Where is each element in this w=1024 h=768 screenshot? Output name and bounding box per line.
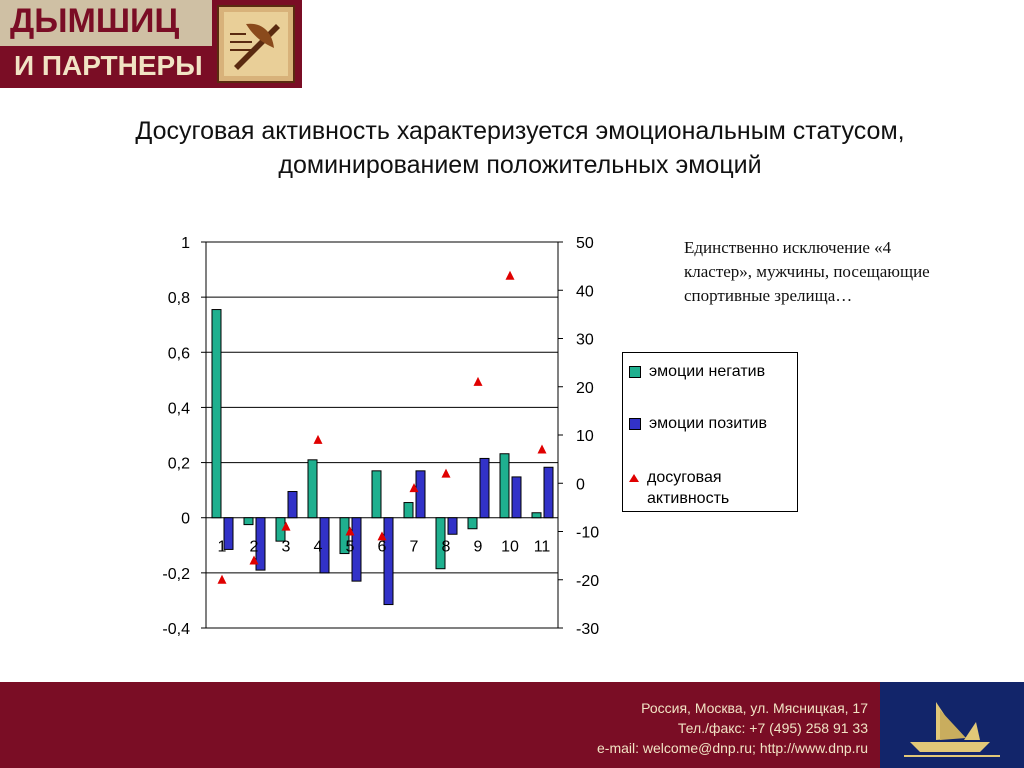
bar [499, 453, 510, 519]
legend-label: эмоции позитив [649, 415, 767, 432]
chart-legend: эмоции негатив эмоции позитив досуговая … [622, 352, 798, 512]
y-left-tick-label: 0,8 [168, 290, 190, 307]
y-left-tick-label: 0,2 [168, 456, 190, 473]
company-logo: ДЫМШИЦ И ПАРТНЕРЫ [0, 0, 302, 88]
activity-point [377, 531, 387, 541]
legend-item-positive: эмоции позитив [629, 413, 799, 434]
activity-point [249, 555, 259, 565]
y-right-tick-label: -10 [576, 525, 599, 542]
bar [351, 517, 362, 582]
ship-emblem-icon [880, 682, 1024, 768]
bar [243, 517, 254, 526]
legend-swatch-positive [629, 418, 641, 430]
activity-point [409, 483, 419, 493]
activity-point [473, 376, 483, 386]
bar [403, 502, 414, 519]
bar [467, 517, 478, 530]
note-text: Единственно исключение «4 кластер», мужч… [684, 238, 930, 305]
legend-label: досуговая активность [647, 469, 730, 507]
bar [287, 491, 298, 519]
y-left-tick-label: 0 [181, 511, 190, 528]
y-right-tick-label: 40 [576, 283, 594, 300]
bar [211, 309, 222, 519]
activity-point [281, 521, 291, 531]
footer-address: Россия, Москва, ул. Мясницкая, 17 [641, 700, 868, 716]
bar [415, 470, 426, 519]
y-right-tick-label: 0 [576, 476, 585, 493]
bar [531, 512, 542, 519]
activity-point [441, 468, 451, 478]
slide-title: Досуговая активность характеризуется эмо… [135, 117, 905, 179]
quill-emblem-icon [217, 5, 295, 83]
y-right-tick-label: -30 [576, 621, 599, 638]
bar [307, 459, 318, 519]
footer-contacts: Россия, Москва, ул. Мясницкая, 17 Тел./ф… [597, 698, 868, 758]
y-right-tick-label: 50 [576, 235, 594, 252]
x-tick-label: 5 [346, 539, 355, 556]
x-tick-label: 2 [250, 539, 259, 556]
activity-point [217, 574, 227, 584]
bar [479, 457, 490, 519]
x-tick-label: 11 [534, 539, 551, 556]
bar [447, 517, 458, 535]
bar [543, 466, 554, 519]
activity-point [313, 434, 323, 444]
y-left-tick-label: -0,4 [162, 621, 190, 638]
y-left-tick-label: -0,2 [162, 566, 190, 583]
footer-phone: Тел./факс: +7 (495) 258 91 33 [677, 720, 868, 736]
activity-point [345, 526, 355, 536]
x-tick-label: 9 [474, 539, 483, 556]
bar [223, 517, 234, 550]
legend-item-activity: досуговая активность [629, 467, 797, 509]
y-left-tick-label: 0,6 [168, 345, 190, 362]
activity-point [537, 444, 547, 454]
y-right-tick-label: 10 [576, 428, 594, 445]
y-right-tick-label: -20 [576, 573, 599, 590]
legend-swatch-negative [629, 366, 641, 378]
logo-line2: И ПАРТНЕРЫ [14, 50, 203, 81]
x-tick-label: 8 [442, 539, 451, 556]
activity-point [505, 270, 515, 280]
y-left-tick-label: 1 [181, 235, 190, 252]
footer-email: e-mail: welcome@dnp.ru; http://www.dnp.r… [597, 740, 868, 756]
logo-line1: ДЫМШИЦ [10, 2, 180, 40]
bar [339, 517, 350, 555]
y-left-tick-label: 0,4 [168, 400, 190, 417]
legend-label: эмоции негатив [649, 363, 766, 380]
logo-top-band [0, 0, 212, 46]
x-tick-label: 6 [378, 539, 387, 556]
bar [319, 517, 330, 574]
bar [255, 517, 266, 571]
bar [511, 476, 522, 519]
x-tick-label: 10 [501, 539, 519, 556]
x-tick-label: 3 [282, 539, 291, 556]
x-tick-label: 1 [218, 539, 227, 556]
legend-item-negative: эмоции негатив [629, 361, 799, 382]
x-tick-label: 7 [410, 539, 419, 556]
bar [435, 517, 446, 570]
y-right-tick-label: 30 [576, 332, 594, 349]
legend-triangle-marker [629, 474, 639, 482]
bar [383, 517, 394, 606]
y-right-tick-label: 20 [576, 380, 594, 397]
bar [371, 470, 382, 519]
x-tick-label: 4 [314, 539, 323, 556]
footer-band: Россия, Москва, ул. Мясницкая, 17 Тел./ф… [0, 682, 880, 768]
